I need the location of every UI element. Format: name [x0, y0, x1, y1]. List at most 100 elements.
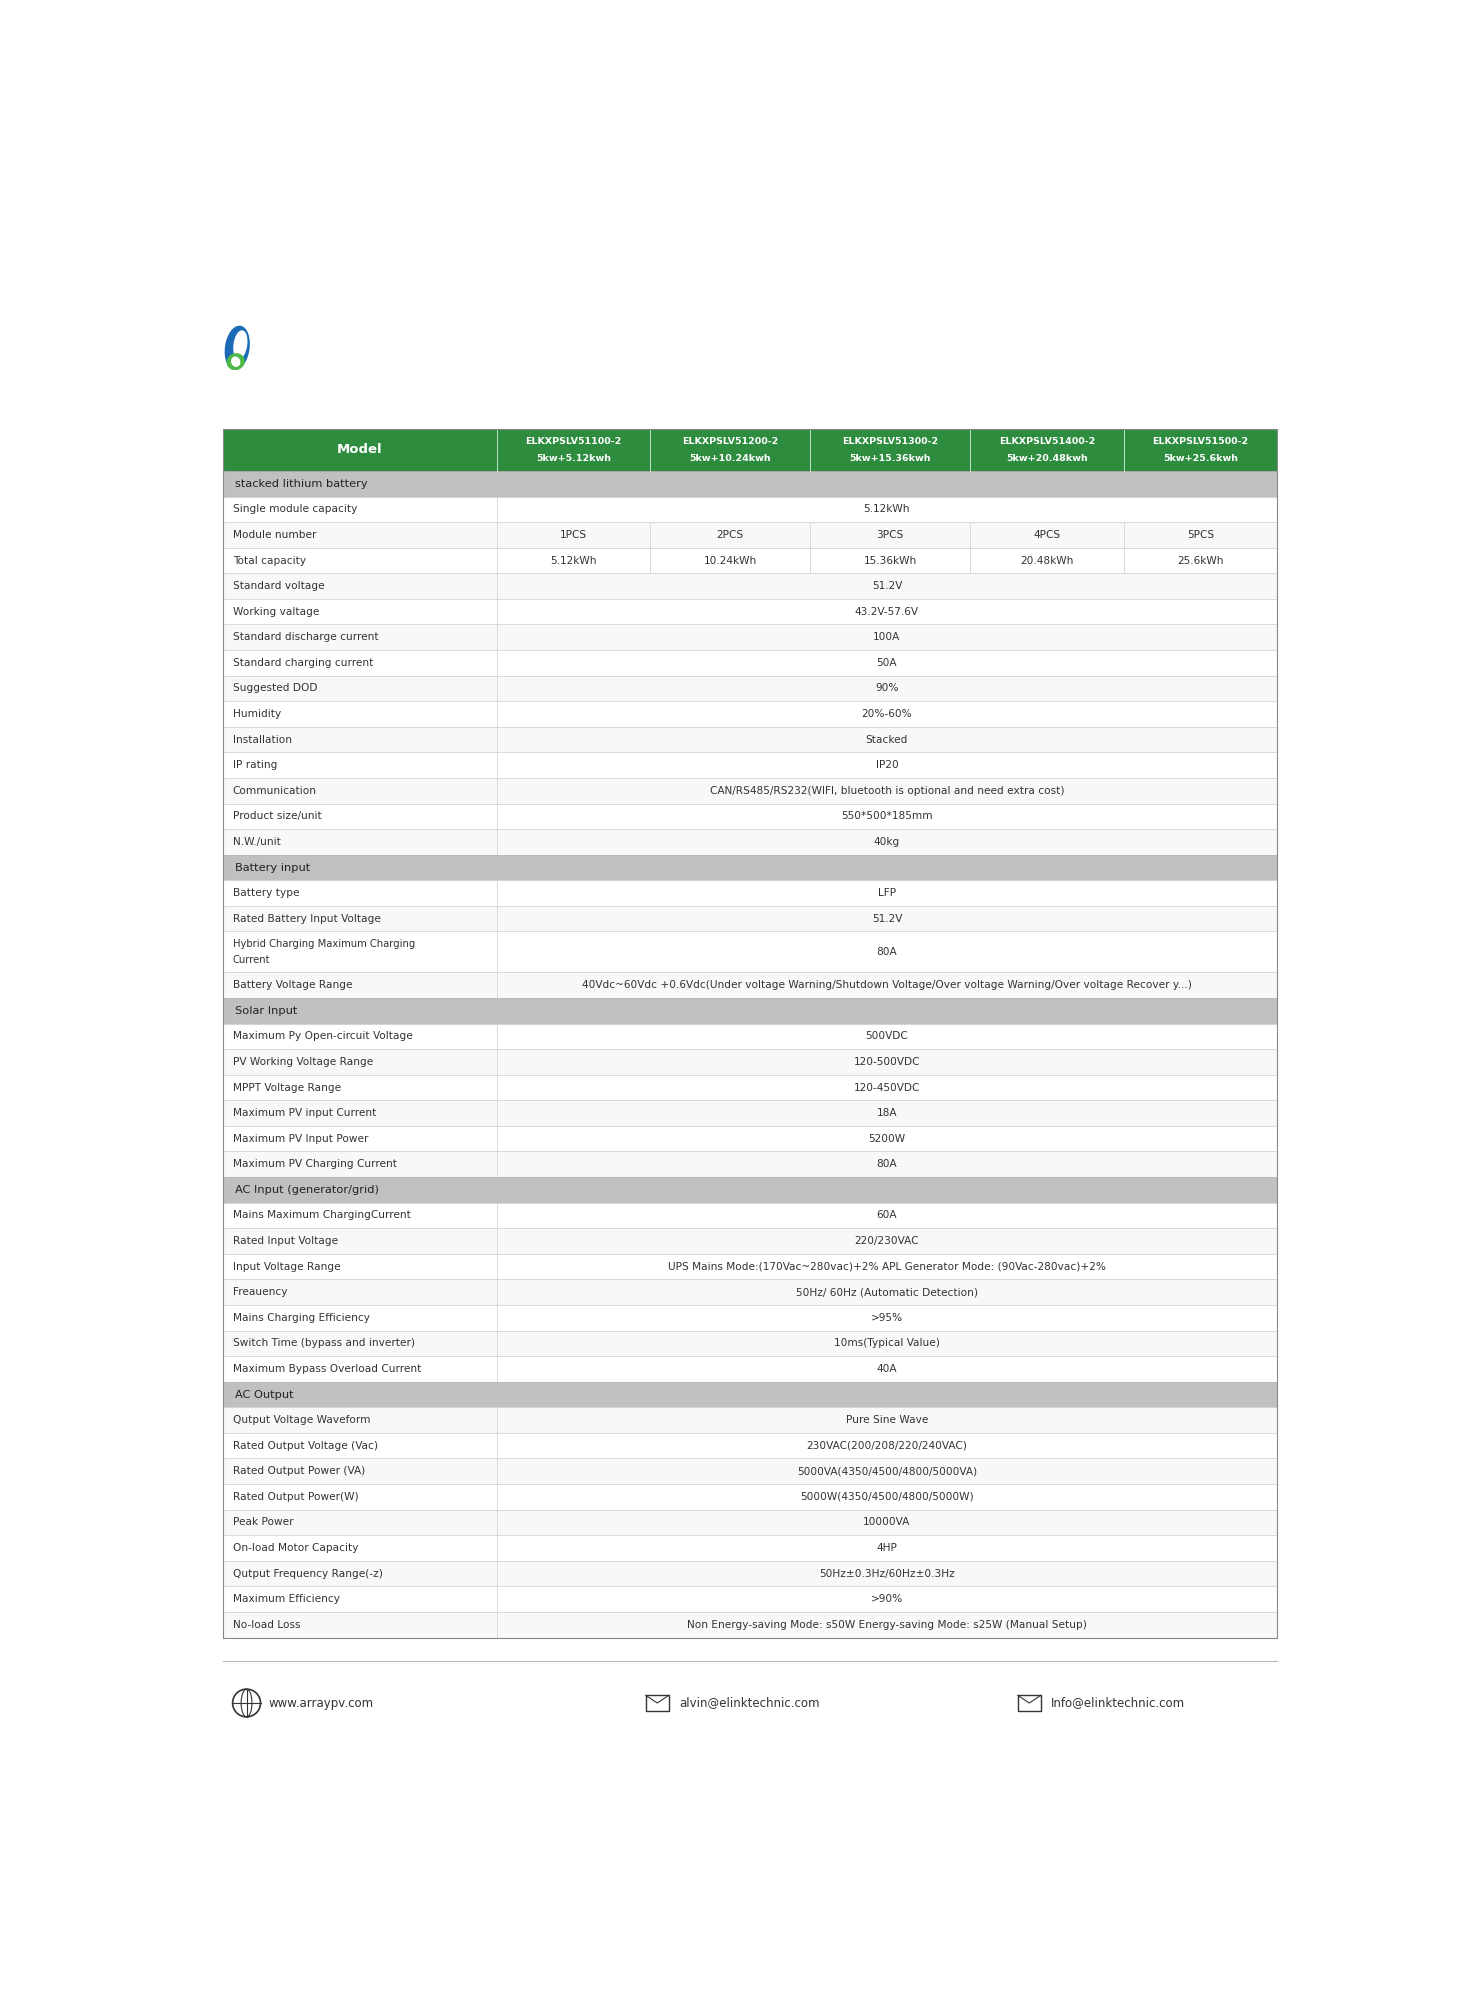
Text: 51.2V: 51.2V	[871, 914, 902, 924]
Text: Pure Sine Wave: Pure Sine Wave	[846, 1416, 928, 1426]
Bar	[650, 548, 810, 574]
Bar	[224, 1228, 496, 1254]
Bar	[971, 522, 1124, 548]
Bar	[224, 1408, 496, 1432]
Bar	[496, 1152, 1277, 1178]
Bar	[224, 830, 496, 854]
Bar	[496, 932, 1277, 972]
Text: Peak Power: Peak Power	[233, 1518, 293, 1528]
Bar	[224, 752, 496, 778]
Text: 51.2V: 51.2V	[871, 582, 902, 592]
Bar	[496, 1484, 1277, 1510]
Bar	[496, 1126, 1277, 1152]
Bar	[224, 428, 1277, 470]
Bar	[496, 804, 1277, 830]
Text: 120-450VDC: 120-450VDC	[854, 1082, 919, 1092]
Bar	[224, 778, 496, 804]
Bar	[224, 972, 496, 998]
Text: Maximum PV Charging Current: Maximum PV Charging Current	[233, 1160, 397, 1170]
Bar	[224, 1050, 496, 1074]
Text: Maximum PV Input Power: Maximum PV Input Power	[233, 1134, 367, 1144]
Bar	[496, 650, 1277, 676]
Bar	[496, 1330, 1277, 1356]
Text: Info@elinktechnic.com: Info@elinktechnic.com	[1051, 1696, 1186, 1710]
Bar	[496, 598, 1277, 624]
Bar	[224, 1458, 496, 1484]
Bar	[224, 880, 496, 906]
Text: 4HP: 4HP	[877, 1544, 897, 1554]
Text: 500VDC: 500VDC	[865, 1032, 908, 1042]
Text: MPPT Voltage Range: MPPT Voltage Range	[233, 1082, 341, 1092]
Text: 40Vdc~60Vdc +0.6Vdc(Under voltage Warning/Shutdown Voltage/Over voltage Warning/: 40Vdc~60Vdc +0.6Vdc(Under voltage Warnin…	[583, 980, 1192, 990]
Bar	[224, 1280, 496, 1304]
Text: 100A: 100A	[874, 632, 900, 642]
Text: Rated Output Power (VA): Rated Output Power (VA)	[233, 1466, 365, 1476]
Bar	[496, 1254, 1277, 1280]
Text: ELKXPSLV51400-2: ELKXPSLV51400-2	[998, 436, 1095, 446]
Text: Maximum PV input Current: Maximum PV input Current	[233, 1108, 376, 1118]
Text: 60A: 60A	[877, 1210, 897, 1220]
Bar	[224, 1178, 1277, 1202]
Bar	[496, 496, 1277, 522]
Bar	[224, 702, 496, 726]
Bar	[224, 906, 496, 932]
Bar	[224, 574, 496, 598]
Bar	[496, 1228, 1277, 1254]
Bar	[224, 1254, 496, 1280]
Bar	[224, 1074, 496, 1100]
Bar	[224, 726, 496, 752]
Text: 50A: 50A	[877, 658, 897, 668]
Bar	[496, 1304, 1277, 1330]
Bar	[1124, 548, 1277, 574]
Text: IP20: IP20	[875, 760, 899, 770]
Bar	[224, 1484, 496, 1510]
Bar	[496, 752, 1277, 778]
Text: 120-500VDC: 120-500VDC	[854, 1056, 921, 1066]
Text: 5kw+25.6kwh: 5kw+25.6kwh	[1162, 454, 1239, 462]
Text: 90%: 90%	[875, 684, 899, 694]
Text: 15.36kWh: 15.36kWh	[864, 556, 916, 566]
Bar	[496, 1074, 1277, 1100]
Text: Total capacity: Total capacity	[233, 556, 306, 566]
Bar	[496, 1280, 1277, 1304]
Bar	[496, 1432, 1277, 1458]
Text: Freauency: Freauency	[233, 1288, 287, 1298]
Text: 5200W: 5200W	[868, 1134, 906, 1144]
Bar	[496, 1586, 1277, 1612]
Text: 20%-60%: 20%-60%	[861, 710, 912, 720]
Text: 40kg: 40kg	[874, 836, 900, 846]
Text: Qutput Frequency Range(-z): Qutput Frequency Range(-z)	[233, 1568, 382, 1578]
Ellipse shape	[227, 354, 244, 370]
Bar	[224, 1100, 496, 1126]
Text: 2PCS: 2PCS	[716, 530, 744, 540]
Text: Rated Output Voltage (Vac): Rated Output Voltage (Vac)	[233, 1440, 378, 1450]
Bar	[496, 1356, 1277, 1382]
Bar	[496, 574, 1277, 598]
Text: 10.24kWh: 10.24kWh	[704, 556, 757, 566]
Text: 25.6kWh: 25.6kWh	[1177, 556, 1224, 566]
Text: 20.48kWh: 20.48kWh	[1020, 556, 1073, 566]
Bar	[496, 1560, 1277, 1586]
Bar	[224, 470, 1277, 496]
Text: 5kw+5.12kwh: 5kw+5.12kwh	[536, 454, 610, 462]
Text: 5PCS: 5PCS	[1187, 530, 1214, 540]
Text: PV Working Voltage Range: PV Working Voltage Range	[233, 1056, 373, 1066]
Text: 50Hz±0.3Hz/60Hz±0.3Hz: 50Hz±0.3Hz/60Hz±0.3Hz	[818, 1568, 955, 1578]
Bar	[496, 1050, 1277, 1074]
Bar	[224, 1586, 496, 1612]
Text: 5.12kWh: 5.12kWh	[864, 504, 911, 514]
Text: Maximum Bypass Overload Current: Maximum Bypass Overload Current	[233, 1364, 422, 1374]
Text: Rated Battery Input Voltage: Rated Battery Input Voltage	[233, 914, 381, 924]
Ellipse shape	[234, 330, 247, 358]
Text: alvin@elinktechnic.com: alvin@elinktechnic.com	[679, 1696, 820, 1710]
Text: Battery Voltage Range: Battery Voltage Range	[233, 980, 353, 990]
Text: Maximum Efficiency: Maximum Efficiency	[233, 1594, 340, 1604]
Text: AC Input (generator/grid): AC Input (generator/grid)	[234, 1184, 379, 1194]
Text: 5.12kWh: 5.12kWh	[550, 556, 597, 566]
Text: Humidity: Humidity	[233, 710, 281, 720]
Text: 80A: 80A	[877, 1160, 897, 1170]
Bar	[646, 1696, 669, 1710]
Text: 1PCS: 1PCS	[559, 530, 587, 540]
Text: 43.2V-57.6V: 43.2V-57.6V	[855, 606, 919, 616]
Text: Input Voltage Range: Input Voltage Range	[233, 1262, 340, 1272]
